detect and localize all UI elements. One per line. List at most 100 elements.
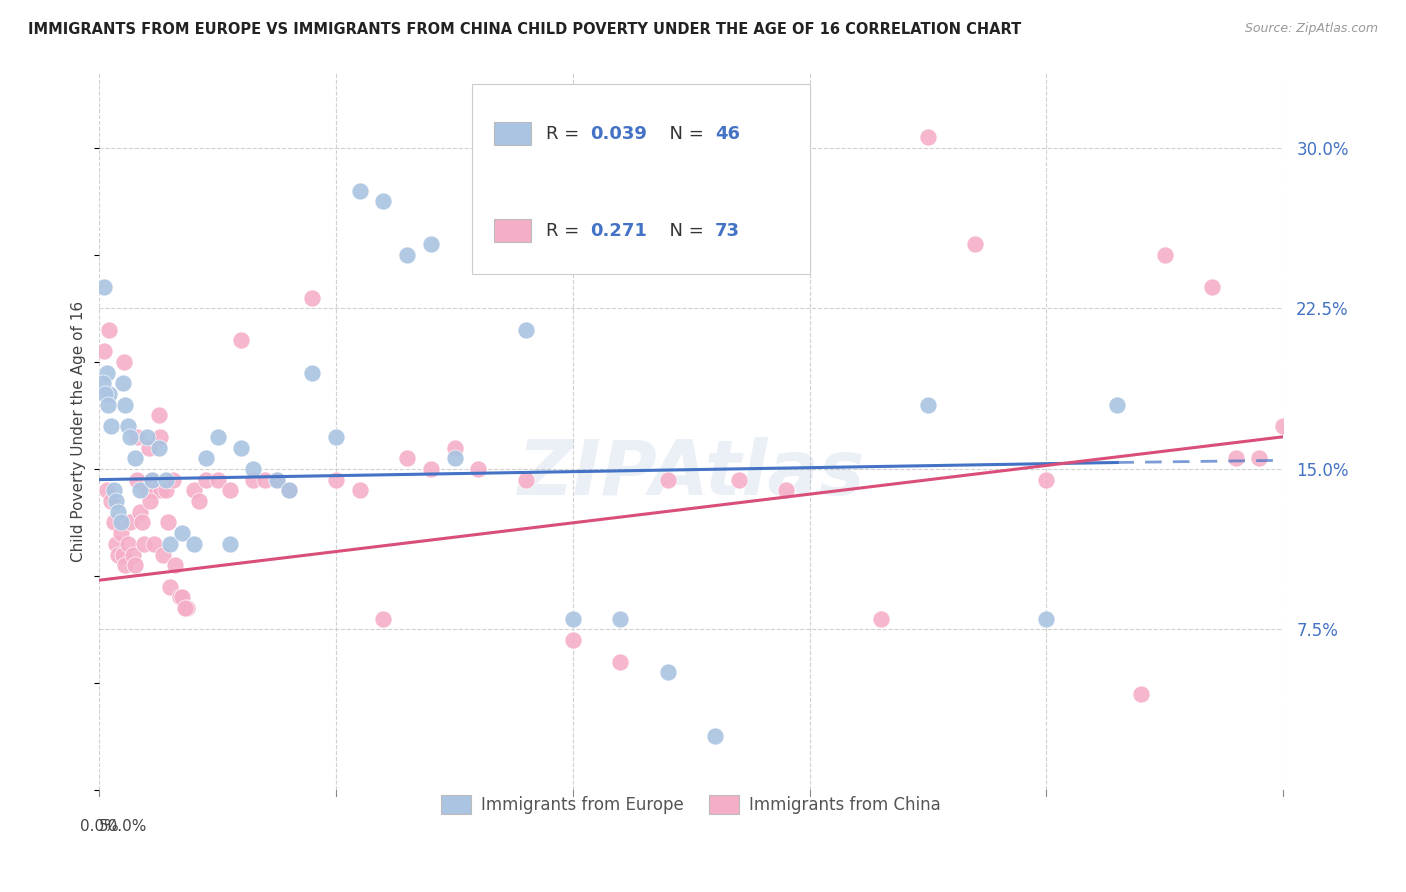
Text: ZIPAtlas: ZIPAtlas (517, 437, 865, 511)
Point (165, 558, 187, 573)
Point (97, 398, 120, 412)
Point (121, 548, 143, 562)
Point (117, 419, 139, 434)
Point (91, 376, 114, 391)
Point (917, 130, 939, 145)
Point (187, 494, 209, 508)
FancyBboxPatch shape (494, 122, 531, 145)
Text: 0.0%: 0.0% (80, 819, 120, 834)
Point (703, 730, 725, 744)
Point (103, 483, 125, 498)
Point (1153, 248, 1175, 262)
Legend: Immigrants from Europe, Immigrants from China: Immigrants from Europe, Immigrants from … (434, 789, 948, 821)
Point (965, 237, 987, 252)
Point (114, 398, 136, 412)
Point (325, 430, 347, 444)
Point (159, 537, 181, 551)
Point (218, 483, 240, 498)
Point (131, 516, 153, 530)
Point (231, 334, 253, 348)
Point (149, 430, 172, 444)
Point (110, 516, 132, 530)
Point (141, 473, 163, 487)
Point (117, 537, 139, 551)
Point (231, 441, 253, 455)
Text: R =: R = (546, 125, 585, 143)
Point (183, 537, 205, 551)
Point (97, 323, 120, 337)
Point (128, 483, 150, 498)
Point (727, 473, 749, 487)
Point (169, 591, 191, 605)
Point (467, 462, 489, 476)
Point (100, 494, 122, 508)
Point (142, 537, 165, 551)
Point (396, 248, 419, 262)
Text: IMMIGRANTS FROM EUROPE VS IMMIGRANTS FROM CHINA CHILD POVERTY UNDER THE AGE OF 1: IMMIGRANTS FROM EUROPE VS IMMIGRANTS FRO… (28, 22, 1021, 37)
Point (277, 483, 299, 498)
Point (96, 366, 118, 380)
Point (194, 451, 217, 466)
Point (277, 483, 299, 498)
FancyBboxPatch shape (472, 84, 810, 274)
Point (141, 473, 163, 487)
Point (149, 483, 172, 498)
Point (105, 537, 128, 551)
Point (139, 494, 162, 508)
Y-axis label: Child Poverty Under the Age of 16: Child Poverty Under the Age of 16 (72, 301, 86, 562)
Point (148, 409, 170, 423)
Point (135, 483, 157, 498)
Point (96, 483, 118, 498)
Point (373, 612, 395, 626)
Point (103, 516, 125, 530)
Point (207, 430, 229, 444)
Point (657, 473, 679, 487)
Text: N =: N = (658, 125, 710, 143)
Point (561, 633, 583, 648)
Point (242, 462, 264, 476)
Point (242, 473, 264, 487)
Point (172, 526, 194, 541)
Point (1225, 451, 1247, 466)
Point (373, 194, 395, 209)
Point (120, 430, 142, 444)
Point (443, 441, 465, 455)
Point (93, 280, 115, 294)
Point (396, 451, 419, 466)
Point (325, 473, 347, 487)
Point (155, 473, 177, 487)
Text: Source: ZipAtlas.com: Source: ZipAtlas.com (1244, 22, 1378, 36)
Point (207, 473, 229, 487)
Text: R =: R = (546, 222, 591, 240)
Text: 50.0%: 50.0% (98, 819, 148, 834)
Point (157, 516, 180, 530)
Point (218, 537, 240, 551)
Point (120, 516, 142, 530)
Point (775, 483, 797, 498)
Point (100, 419, 122, 434)
Point (349, 483, 371, 498)
Point (127, 473, 149, 487)
Point (561, 612, 583, 626)
Point (93, 344, 115, 359)
Point (194, 473, 217, 487)
Point (609, 655, 631, 669)
Point (173, 601, 195, 615)
Point (349, 184, 371, 198)
Point (112, 376, 135, 391)
Point (94, 387, 117, 401)
Point (152, 548, 174, 562)
Point (1201, 280, 1223, 294)
Point (112, 548, 135, 562)
Point (609, 612, 631, 626)
Point (917, 398, 939, 412)
Point (128, 505, 150, 519)
Point (515, 323, 537, 337)
Point (162, 473, 184, 487)
Text: 73: 73 (714, 222, 740, 240)
Point (155, 483, 177, 498)
Point (266, 473, 288, 487)
Point (114, 558, 136, 573)
Point (124, 558, 146, 573)
Point (112, 355, 135, 369)
